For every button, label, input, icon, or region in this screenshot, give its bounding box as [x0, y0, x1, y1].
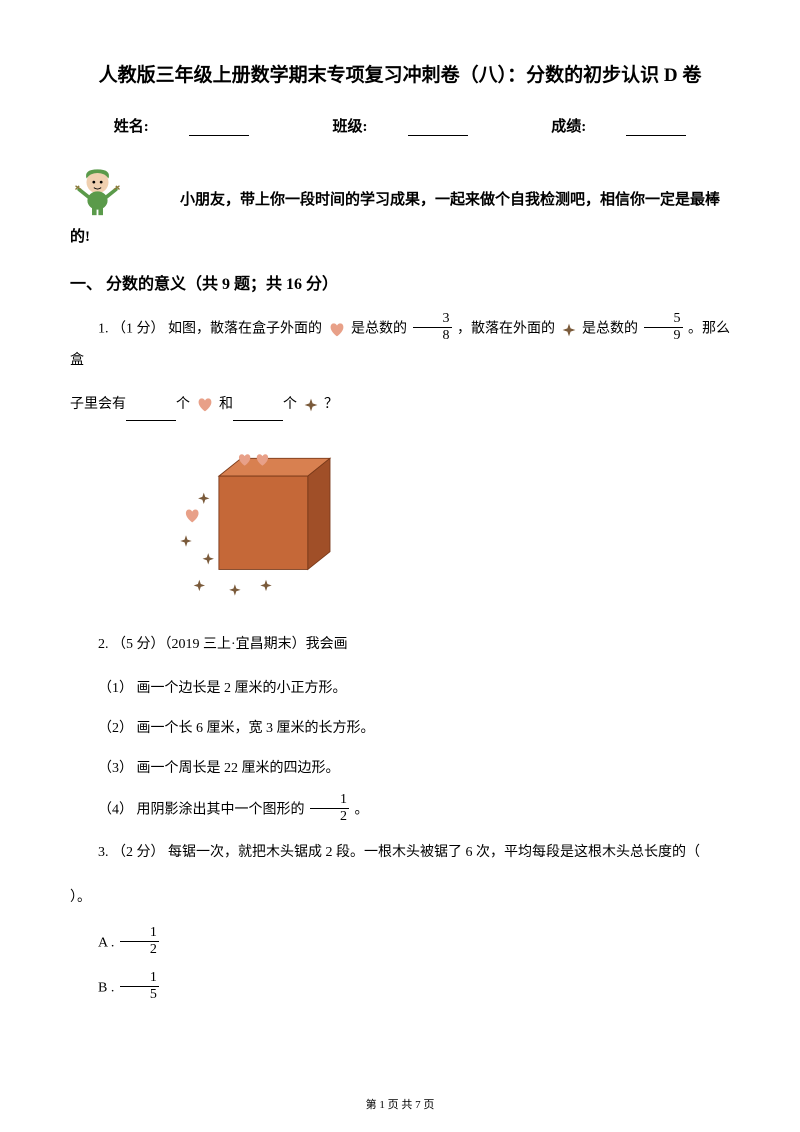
- intro-text-2: 的!: [70, 225, 730, 246]
- fraction-3-8: 38: [413, 312, 452, 343]
- question-1: 1. （1 分） 如图，散落在盒子外面的 是总数的 38 ，散落在外面的 是总数…: [70, 314, 730, 376]
- fraction-5-9: 59: [644, 312, 683, 343]
- fraction-1-2: 12: [310, 793, 349, 824]
- heart-icon: [196, 396, 214, 414]
- fraction-1-5-b: 15: [120, 971, 159, 1002]
- intro-text-1: 小朋友，带上你一段时间的学习成果，一起来做个自我检测吧，相信你一定是最棒: [180, 188, 730, 218]
- heart-icon: [328, 321, 346, 339]
- question-2-2: （2） 画一个长 6 厘米，宽 3 厘米的长方形。: [70, 715, 730, 743]
- question-3: 3. （2 分） 每锯一次，就把木头锯成 2 段。一根木头被锯了 6 次，平均每…: [70, 838, 730, 869]
- choice-b: B . 15: [70, 973, 730, 1004]
- box-illustration: [150, 445, 350, 605]
- question-1-line2: 子里会有个 和个 ？: [70, 390, 730, 421]
- question-2-4: （4） 用阴影涂出其中一个图形的 12 。: [70, 795, 730, 826]
- question-3-close: ）。: [70, 883, 730, 914]
- choice-a: A . 12: [70, 928, 730, 959]
- page-title: 人教版三年级上册数学期末专项复习冲刺卷（八）：分数的初步认识 D 卷: [70, 60, 730, 87]
- info-line: 姓名: 班级: 成绩:: [70, 115, 730, 136]
- intro-row: 小朋友，带上你一段时间的学习成果，一起来做个自我检测吧，相信你一定是最棒: [70, 162, 730, 217]
- question-2-3: （3） 画一个周长是 22 厘米的四边形。: [70, 755, 730, 783]
- score-field: 成绩:: [531, 115, 706, 136]
- question-2: 2. （5 分）（2019 三上·宜昌期末）我会画: [70, 630, 730, 661]
- class-field: 班级:: [313, 115, 488, 136]
- name-field: 姓名:: [94, 115, 269, 136]
- star-icon: [561, 322, 577, 338]
- section-1-title: 一、 分数的意义（共 9 题；共 16 分）: [70, 270, 730, 294]
- mascot-icon: [70, 162, 125, 217]
- star-icon: [303, 397, 319, 413]
- question-2-1: （1） 画一个边长是 2 厘米的小正方形。: [70, 675, 730, 703]
- fraction-1-2-a: 12: [120, 926, 159, 957]
- page-footer: 第 1 页 共 7 页: [0, 1096, 800, 1112]
